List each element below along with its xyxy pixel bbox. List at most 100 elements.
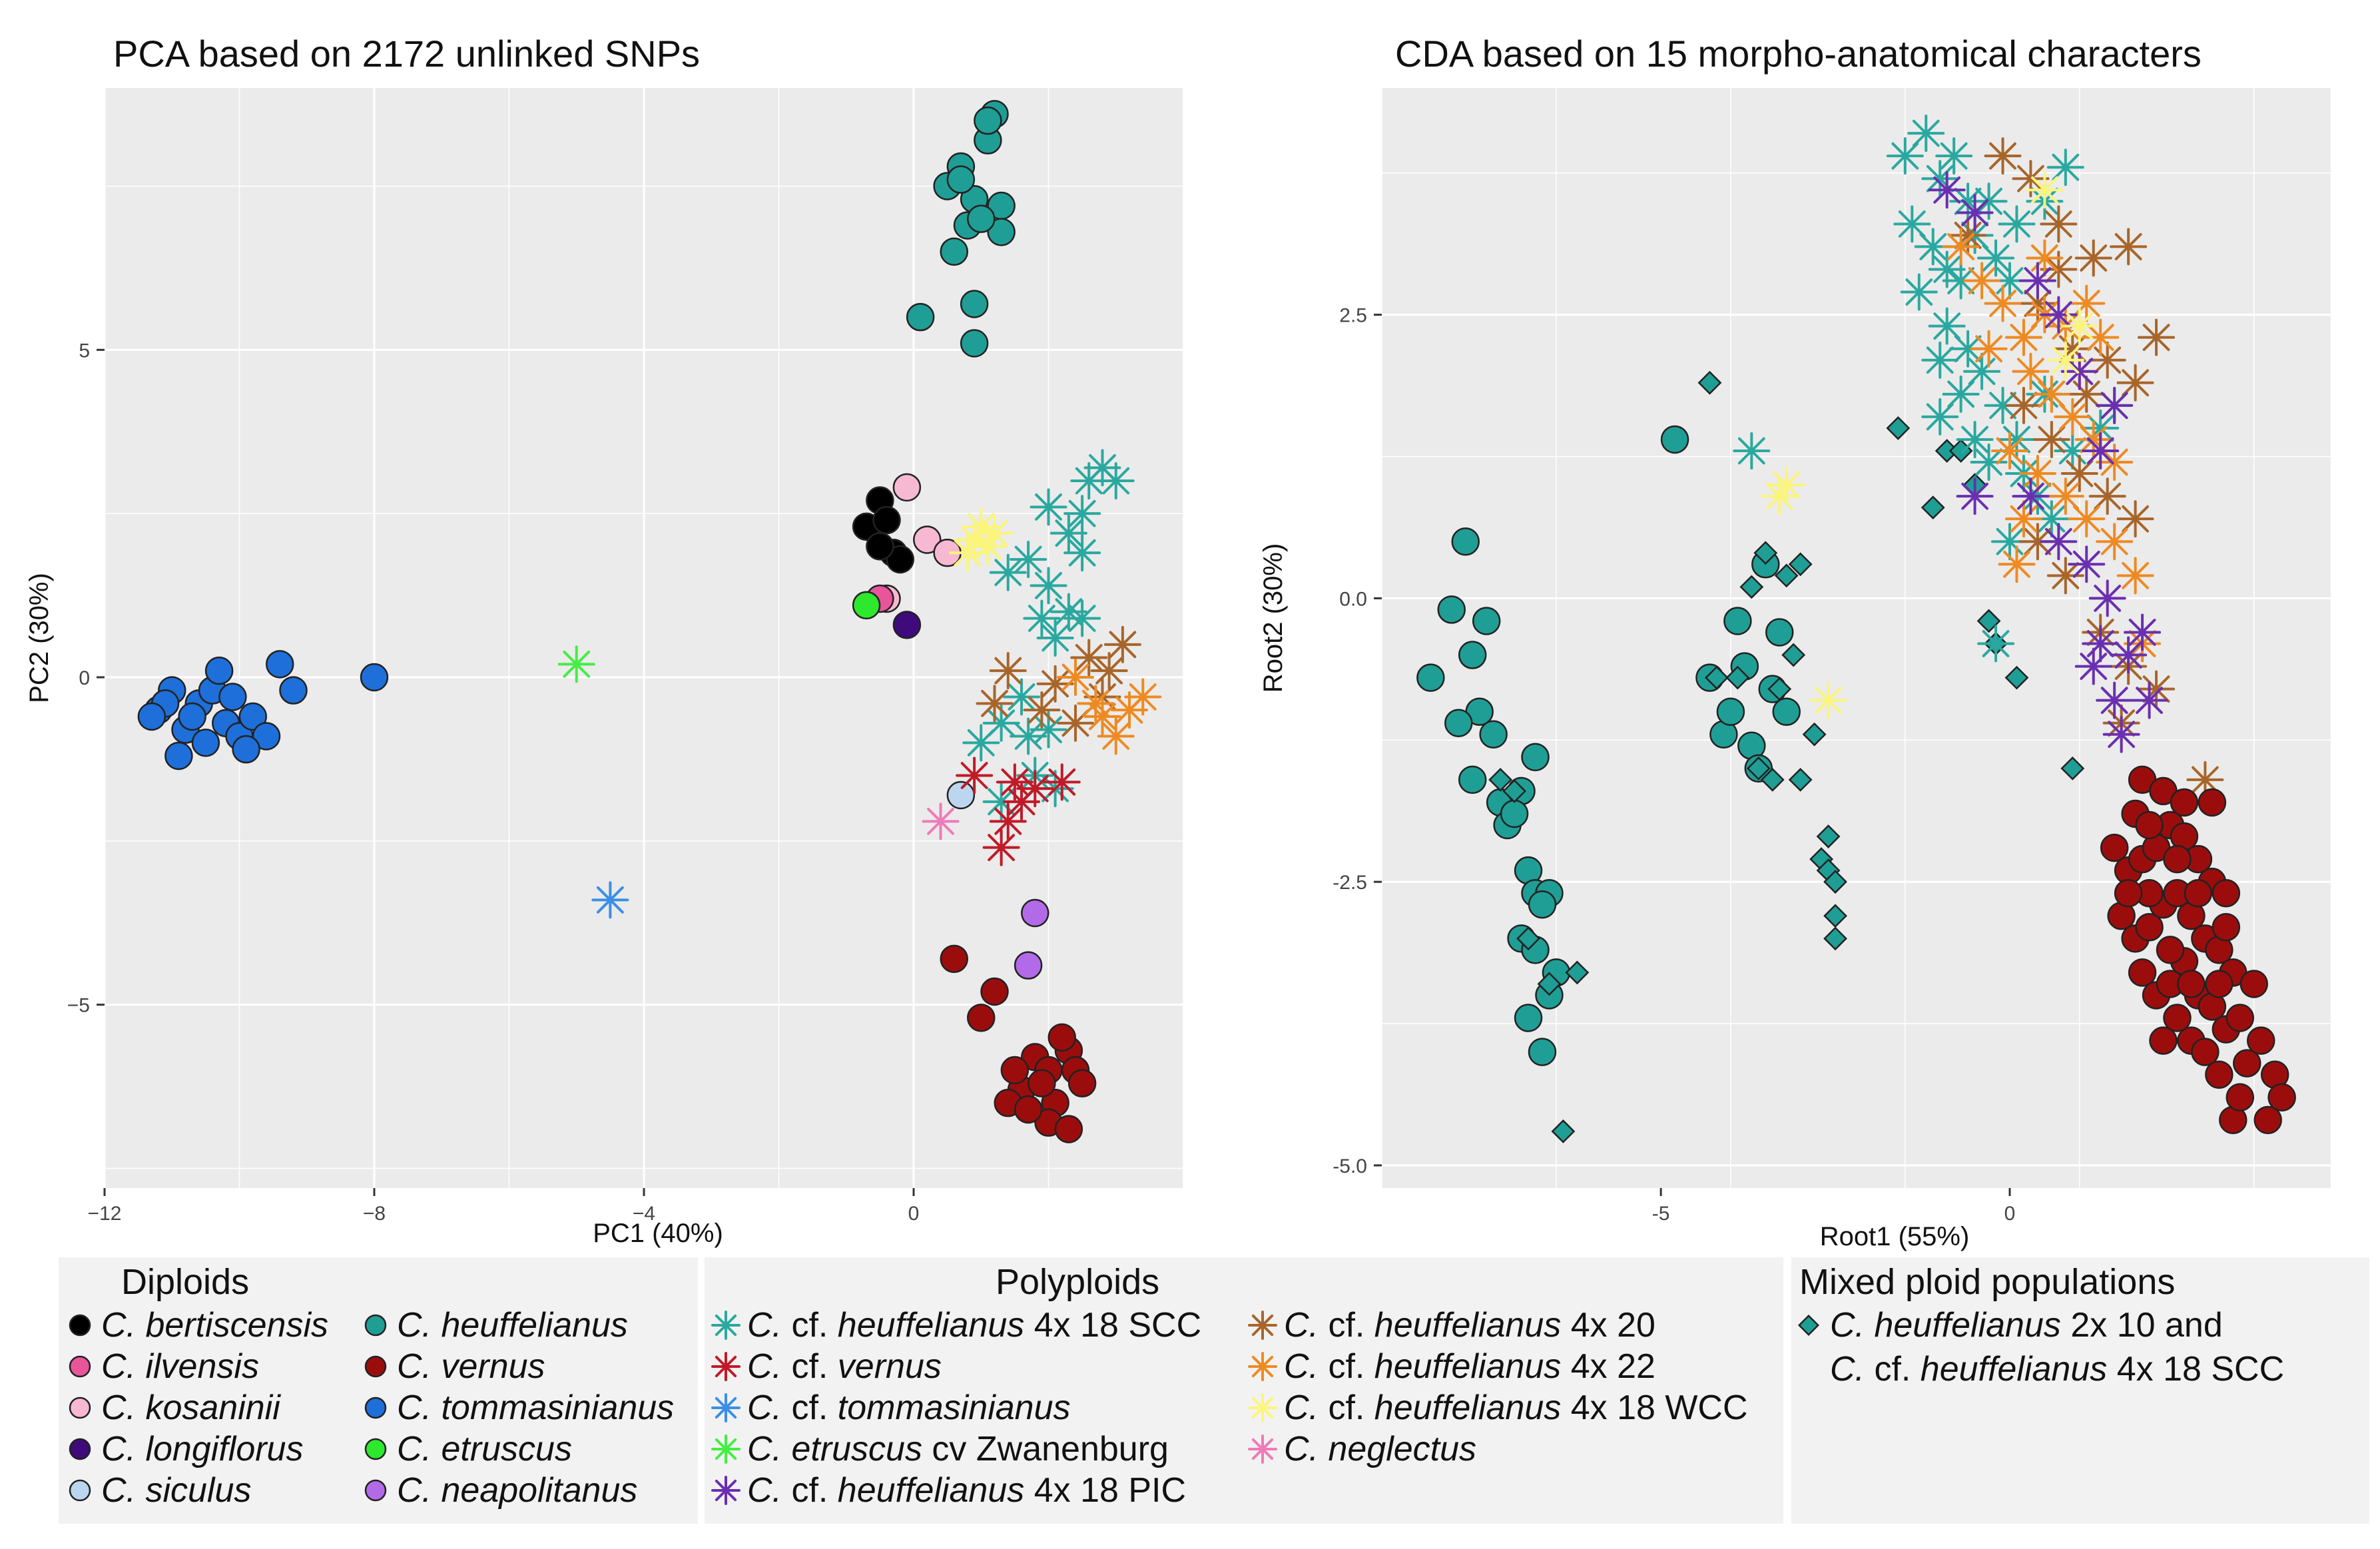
cda-point-cf_heuf_wcc — [2026, 171, 2064, 209]
cda-point-cf_heuf_22 — [2018, 455, 2056, 493]
x-tick-label: −8 — [363, 1203, 386, 1225]
cda-point-vern — [2212, 878, 2241, 908]
cda-point-cf_heuf_scc — [1921, 341, 1959, 379]
legend-label: C. neglectus — [1284, 1429, 1476, 1469]
pca-point-neap — [1021, 898, 1049, 928]
legend-label: C. heuffelianus 2x 10 and — [1830, 1305, 2223, 1345]
cda-point-mixed — [2004, 665, 2029, 690]
legend-species: C. siculus — [101, 1471, 252, 1510]
pca-point-cf_heuf_22 — [1083, 698, 1121, 735]
legend-species: C. kosaninii — [101, 1389, 280, 1427]
legend-qualifier: cf. — [1319, 1389, 1374, 1427]
legend-marker-cf_heuf_wcc — [1248, 1393, 1277, 1422]
legend-qualifier: cf. — [782, 1471, 838, 1510]
pca-point-tomm — [360, 663, 389, 692]
cda-point-mixed — [1760, 767, 1785, 792]
legend-marker-long — [69, 1438, 91, 1460]
legend-qualifier: 4x 18 SCC — [2107, 1350, 2285, 1389]
legend-species: C. heuffelianus — [1830, 1306, 2061, 1345]
y-tick-label: 0 — [79, 667, 90, 689]
cda-point-cf_heuf_wcc — [1809, 681, 1847, 719]
legend-qualifier: cf. — [1319, 1306, 1374, 1345]
pca-point-tomm — [164, 741, 193, 771]
cda-point-cf_heuf_pic — [2012, 477, 2050, 515]
cda-point-cf_heuf_20 — [2110, 228, 2148, 266]
cda-point-mixed — [1774, 563, 1799, 588]
legend-marker-etru — [364, 1438, 387, 1460]
cda-point-cf_heuf_scc — [1998, 205, 2036, 243]
cda-point-cf_heuf_scc — [1928, 307, 1966, 345]
cda-point-cf_heuf_pic — [2110, 636, 2148, 674]
legend-symbol-cf_vern — [711, 1352, 741, 1381]
y-tick-label: −5 — [67, 995, 90, 1017]
cda-point-cf_heuf_22 — [1998, 545, 2036, 583]
cda-point-vern — [2239, 970, 2268, 998]
cda-point-heuf — [1500, 799, 1529, 828]
pca-point-cf_heuf_wcc — [949, 534, 986, 572]
legend-label: C. cf. vernus — [747, 1347, 942, 1387]
cda-point-cf_heuf_wcc — [2060, 307, 2098, 345]
pca-point-heuf — [946, 165, 976, 194]
legend-marker-ilve — [69, 1355, 91, 1378]
pca-point-heuf — [967, 204, 996, 233]
pca-point-cf_heuf_20 — [1036, 665, 1074, 703]
legend-marker-heuf — [364, 1314, 387, 1337]
pca-point-cf_heuf_scc — [1063, 495, 1101, 533]
legend-qualifier: 4x 18 WCC — [1561, 1389, 1748, 1427]
cda-point-vern — [2198, 788, 2227, 817]
cda-point-heuf — [1723, 607, 1752, 635]
cda-point-cf_heuf_20 — [1984, 137, 2022, 175]
cda-point-cf_heuf_scc — [1970, 444, 2008, 481]
pca-point-sicu — [946, 780, 976, 810]
pca-point-tomm — [178, 702, 206, 731]
pca-point-cf_heuf_22 — [1077, 685, 1115, 723]
pca-point-tomm — [191, 729, 220, 757]
cda-panel: CDA based on 15 morpho-anatomical charac… — [1259, 33, 2331, 1251]
legend-symbol-ilve — [69, 1355, 91, 1378]
pca-panel: PCA based on 2172 unlinked SNPs −12 −8 −4 0… — [25, 33, 1184, 1248]
legend-symbol-cf_heuf_pic — [711, 1476, 741, 1505]
legend-species: heuffelianus — [837, 1471, 1025, 1510]
legend-marker-sicu — [69, 1479, 91, 1502]
cda-point-cf_heuf_20 — [2068, 375, 2106, 413]
legend-symbol-cf_heuf_wcc — [1248, 1393, 1277, 1422]
cda-point-cf_heuf_22 — [1963, 262, 2001, 300]
cda-point-cf_heuf_22 — [1984, 284, 2022, 322]
cda-point-cf_heuf_20 — [2060, 455, 2098, 493]
pca-point-vern — [967, 1004, 996, 1032]
cda-point-cf_heuf_pic — [2040, 296, 2078, 334]
pca-point-cf_heuf_20 — [976, 685, 1014, 723]
legend-symbol-cf_tomm — [711, 1393, 741, 1422]
pca-point-vern — [1028, 1069, 1056, 1097]
pca-x-axis-label: PC1 (40%) — [593, 1219, 723, 1248]
pca-point-cf_vern — [1043, 763, 1081, 801]
pca-point-negl — [922, 802, 960, 840]
pca-point-heuf — [960, 290, 989, 318]
legend-label: C. cf. heuffelianus 4x 18 SCC — [1830, 1349, 2284, 1389]
cda-point-heuf — [1416, 663, 1445, 692]
pca-point-tomm — [137, 702, 166, 731]
cda-point-cf_heuf_scc — [1907, 115, 1945, 153]
pca-point-tomm — [279, 676, 308, 705]
cda-point-cf_heuf_scc — [1900, 273, 1938, 311]
cda-point-cf_heuf_22 — [2096, 523, 2134, 561]
legend-marker-kosa — [69, 1396, 91, 1419]
legend-symbol-negl — [1248, 1434, 1277, 1464]
legend-species: C. — [747, 1389, 782, 1427]
pca-point-heuf — [960, 329, 989, 358]
pca-point-cf_heuf_scc — [962, 724, 1000, 762]
cda-point-vern — [2163, 1004, 2192, 1032]
legend-marker-cf_tomm — [711, 1393, 741, 1422]
cda-point-mixed — [1816, 824, 1841, 848]
cda-point-heuf — [1458, 641, 1487, 669]
pca-point-cf_heuf_scc — [1030, 567, 1067, 605]
pca-point-cf_heuf_scc — [1097, 462, 1135, 499]
legend-marker-bert — [69, 1314, 91, 1337]
pca-point-heuf — [974, 106, 1002, 135]
cda-point-vern — [2253, 1105, 2282, 1135]
x-tick-label: 0 — [908, 1203, 920, 1225]
legend-marker-cf_heuf_scc — [711, 1311, 741, 1340]
cda-point-heuf — [1437, 595, 1466, 624]
cda-point-cf_heuf_scc — [1977, 625, 2015, 663]
cda-point-mixed — [1788, 767, 1813, 792]
